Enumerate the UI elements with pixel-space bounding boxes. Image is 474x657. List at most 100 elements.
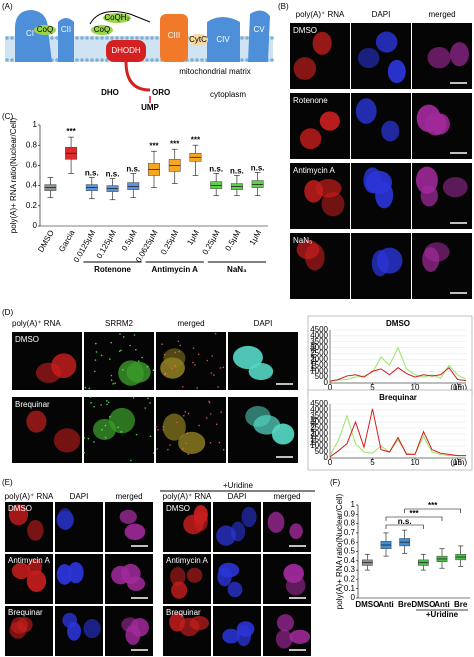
column-header: DAPI bbox=[254, 319, 273, 328]
panel-label: (E) bbox=[2, 478, 13, 487]
speckle bbox=[205, 417, 208, 419]
cell bbox=[124, 523, 146, 541]
speckle bbox=[192, 361, 194, 364]
y-tick-label: 0.8 bbox=[344, 519, 356, 528]
lipid bbox=[200, 58, 204, 62]
lipid bbox=[100, 36, 104, 40]
lipid bbox=[240, 36, 244, 40]
x-tick-label: 1μM bbox=[185, 228, 201, 246]
y-tick-label: 0.2 bbox=[26, 201, 38, 210]
y-tick-label: 0.8 bbox=[26, 140, 38, 149]
lipid bbox=[95, 58, 99, 62]
y-tick-label: 0.6 bbox=[344, 537, 356, 546]
y-tick-label: 0.1 bbox=[344, 584, 356, 593]
cell bbox=[232, 345, 263, 370]
column-header: poly(A)⁺ RNA bbox=[12, 319, 61, 328]
lipid bbox=[155, 36, 159, 40]
y-tick-label: 2500 bbox=[310, 423, 328, 432]
y-tick-label: 0 bbox=[351, 593, 356, 602]
x-tick-label: DMSO bbox=[355, 600, 379, 609]
speckle bbox=[89, 396, 92, 398]
profile-line bbox=[329, 366, 467, 382]
cell bbox=[216, 525, 236, 546]
speckle bbox=[164, 372, 167, 374]
lipid bbox=[120, 36, 124, 40]
speckle bbox=[114, 382, 116, 384]
cell bbox=[53, 428, 81, 453]
column-header: merged bbox=[428, 10, 455, 19]
label: DHODH bbox=[111, 46, 141, 55]
significance: *** bbox=[170, 139, 180, 148]
row-label: Brequinar bbox=[15, 400, 50, 409]
column-header: DAPI bbox=[70, 492, 89, 501]
panel-label: (D) bbox=[2, 308, 13, 317]
lipid bbox=[105, 36, 109, 40]
significance: *** bbox=[191, 135, 201, 144]
panel-label: (F) bbox=[330, 478, 341, 487]
speckle bbox=[144, 407, 147, 409]
column-header: merged bbox=[115, 492, 142, 501]
cell bbox=[355, 98, 377, 124]
row-label: Rotenone bbox=[293, 96, 328, 105]
speckle bbox=[94, 359, 97, 361]
cell bbox=[293, 57, 317, 80]
speckle bbox=[184, 411, 187, 413]
cell bbox=[321, 191, 345, 217]
significance: n.s. bbox=[230, 167, 244, 176]
column-header: SRRM2 bbox=[105, 319, 134, 328]
speckle bbox=[211, 355, 213, 357]
y-tick-label: 0.6 bbox=[26, 161, 38, 170]
y-tick-label: 3500 bbox=[310, 337, 328, 346]
x-tick-label: 0.25μM bbox=[159, 228, 180, 256]
lipid bbox=[130, 36, 134, 40]
cell bbox=[283, 563, 304, 583]
x-tick-label: 15 bbox=[453, 458, 462, 467]
x-tick-label: 10 bbox=[411, 458, 420, 467]
y-tick-label: 1000 bbox=[310, 441, 328, 450]
cell bbox=[56, 510, 75, 530]
speckle bbox=[122, 369, 124, 371]
speckle bbox=[133, 334, 136, 336]
speckle bbox=[210, 372, 213, 374]
lipid bbox=[90, 36, 94, 40]
cell bbox=[163, 348, 186, 369]
cell bbox=[178, 431, 206, 455]
speckle bbox=[130, 459, 132, 462]
speckle bbox=[213, 374, 215, 376]
speckle bbox=[117, 426, 119, 429]
label: CoQH₂ bbox=[104, 13, 129, 22]
cell bbox=[162, 413, 186, 441]
arrow bbox=[89, 11, 151, 25]
y-tick-label: 500 bbox=[315, 372, 329, 381]
lipid bbox=[5, 58, 9, 62]
speckle bbox=[182, 448, 184, 450]
lipid bbox=[245, 58, 249, 62]
cell bbox=[26, 410, 47, 433]
speckle bbox=[219, 367, 222, 369]
cell bbox=[227, 581, 243, 598]
speckle bbox=[146, 365, 149, 368]
speckle bbox=[95, 342, 97, 345]
group-label: +Uridine bbox=[426, 610, 459, 619]
complex-shape bbox=[248, 10, 270, 63]
lipid bbox=[145, 58, 149, 62]
speckle bbox=[179, 344, 181, 347]
cell bbox=[299, 128, 322, 150]
enzyme-shape bbox=[106, 40, 146, 62]
cell bbox=[381, 120, 400, 142]
group-label: Antimycin A bbox=[152, 265, 199, 274]
cell bbox=[67, 621, 82, 641]
cell bbox=[271, 423, 295, 445]
speckle bbox=[90, 402, 92, 404]
speckle bbox=[134, 348, 137, 351]
lipid bbox=[270, 58, 274, 62]
complex-shape bbox=[160, 14, 188, 62]
cell bbox=[26, 570, 47, 592]
x-tick-label: DMSO bbox=[36, 229, 56, 254]
x-tick-label: 5 bbox=[370, 458, 375, 467]
lipid bbox=[135, 36, 139, 40]
speckle bbox=[214, 332, 217, 335]
lipid bbox=[50, 36, 54, 40]
row-label: DMSO bbox=[293, 26, 317, 35]
cell bbox=[427, 46, 451, 69]
